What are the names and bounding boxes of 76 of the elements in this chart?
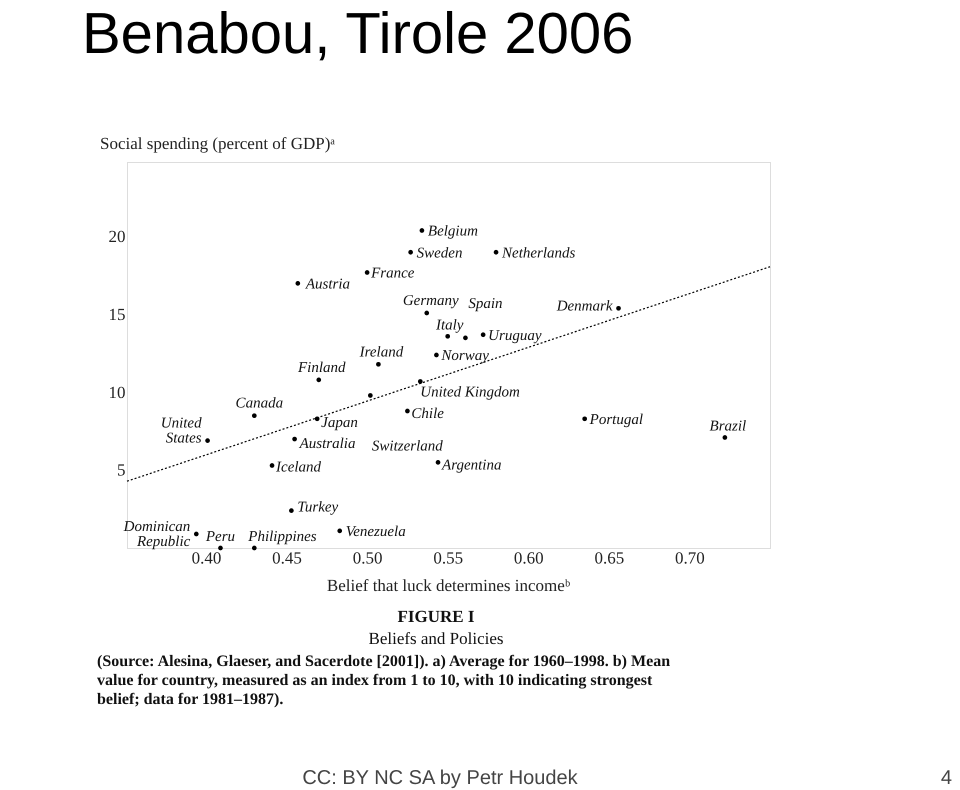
annotation: Austria (304, 276, 350, 292)
annotation: Netherlands (501, 245, 576, 262)
annotation: France (370, 266, 415, 282)
annotation: Denmark (556, 298, 613, 314)
point (616, 306, 621, 311)
annotation: United Kingdom (420, 384, 520, 400)
point (295, 281, 300, 286)
point (418, 379, 423, 384)
annotation: Uruguay (488, 328, 542, 344)
x-tick-label: 0.55 (433, 548, 464, 568)
annotation: Spain (468, 296, 503, 312)
text: Beliefs and Policies (368, 629, 504, 648)
annotation: Finland (297, 360, 346, 376)
point (316, 378, 322, 382)
annotation: Canada (236, 396, 284, 412)
annotation: Germany (402, 292, 459, 309)
point (368, 393, 373, 398)
point (436, 460, 440, 465)
y-tick-label: 20 (108, 227, 126, 246)
point (205, 438, 210, 443)
annotation: Portugal (588, 412, 644, 428)
y-tick-label: 5 (117, 460, 126, 480)
text: CC: BY NC SA by Petr Houdek (302, 767, 579, 789)
point (445, 334, 450, 339)
annotation: Venezuela (346, 524, 406, 540)
point (405, 408, 410, 414)
x-tick-label: 0.70 (675, 548, 705, 568)
point (270, 463, 274, 468)
point (722, 435, 728, 440)
point (376, 362, 381, 367)
text: 4 (940, 767, 952, 789)
point (480, 332, 486, 338)
y-tick-label: 10 (108, 382, 126, 402)
point (424, 310, 430, 316)
annotation: Italy (434, 317, 464, 334)
point (463, 336, 468, 340)
annotation: Dominican Republic (122, 518, 191, 550)
chart-title: Benabou, Tirole 2006 (82, 1, 634, 66)
annotation: Japan (321, 414, 358, 431)
point (434, 352, 439, 358)
point (582, 416, 588, 422)
point (218, 546, 223, 550)
annotation: Brazil (710, 418, 746, 434)
point (337, 528, 342, 534)
annotation: Chile (411, 406, 444, 422)
point (292, 436, 297, 442)
x-tick-label: 0.60 (514, 548, 544, 568)
annotation: Sweden (416, 245, 462, 262)
annotation: Peru (204, 529, 236, 545)
point (408, 250, 413, 255)
y-axis-title: Social spending (percent of GDP)ᵃ (100, 134, 336, 153)
annotation: Australia (298, 436, 356, 452)
annotation: Norway (440, 348, 490, 364)
annotation: Turkey (297, 500, 339, 516)
point (494, 250, 498, 255)
annotation: Belgium (428, 223, 478, 240)
point (364, 270, 370, 275)
y-tick-label: 15 (108, 305, 126, 324)
point (289, 508, 294, 513)
point (194, 532, 199, 536)
point (420, 228, 424, 233)
x-tick-label: 0.45 (272, 548, 302, 568)
annotation: Argentina (441, 457, 502, 474)
annotation: Iceland (275, 460, 322, 476)
x-axis-title: Belief that luck determines incomeᵇ (326, 576, 570, 595)
text: FIGURE I (398, 607, 475, 626)
x-tick-label: 0.65 (594, 548, 624, 568)
annotation: Switzerland (372, 438, 444, 454)
annotation: United States (160, 416, 202, 447)
point (252, 546, 257, 550)
point (252, 413, 257, 418)
x-tick-label: 0.40 (192, 548, 222, 568)
text: (Source: Alesina, Glaeser, and Sacerdote [2001]). a) Average for 1960–1998. b) Mean value for country, measured as an index from 1 to 10, with 10 indicating strongest belief; data for 1981–1987). (97, 653, 670, 708)
x-tick-label: 0.50 (352, 548, 382, 568)
annotation: Ireland (358, 344, 404, 360)
annotation: Philippines (247, 529, 317, 545)
